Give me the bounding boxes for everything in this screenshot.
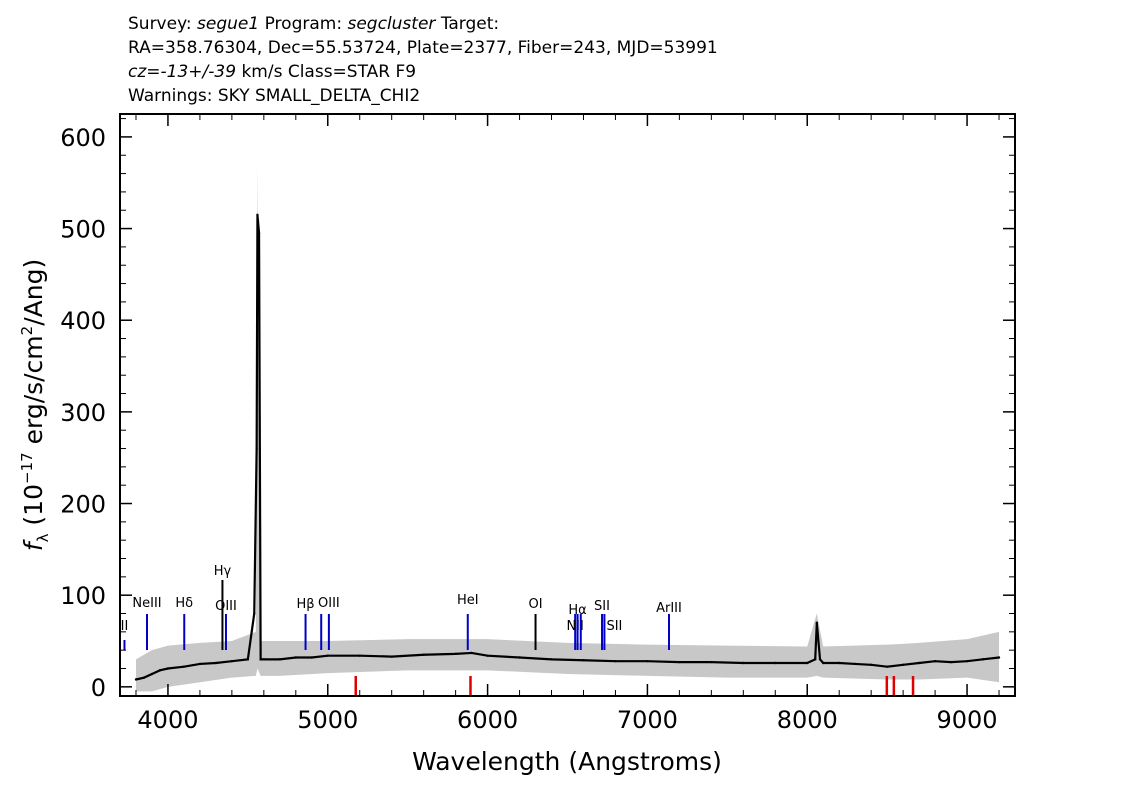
flux-point	[869, 663, 873, 667]
flux-point	[981, 658, 985, 661]
target-label: Target:	[440, 14, 500, 34]
header-line-redshift: cz=-13+/-39 km/s Class=STAR F9	[128, 62, 416, 82]
flux-point	[470, 651, 473, 655]
y-tick-label: 300	[60, 399, 106, 427]
flux-point	[997, 656, 1001, 659]
plot-frame	[119, 113, 1016, 697]
flux-point	[158, 669, 162, 672]
flux-point	[257, 231, 261, 235]
x-tick-label: 6000	[457, 706, 518, 734]
flux-point	[614, 659, 617, 663]
axes-layer: 4000 5000 6000 7000 8000 9000 0 100 200 300 400 500…	[60, 113, 1016, 734]
flux-point	[262, 658, 266, 661]
flux-point	[246, 658, 250, 661]
flux-point	[142, 676, 146, 679]
x-tick-label: 9000	[937, 706, 998, 734]
flux-point	[815, 621, 819, 624]
flux-point	[518, 656, 521, 659]
flux-point	[214, 661, 218, 665]
flux-point	[678, 660, 681, 664]
program-value: segcluster	[347, 14, 436, 34]
emission-line-label: NII	[566, 619, 583, 634]
x-tick-label: 4000	[137, 706, 198, 734]
y-tick-label: 400	[60, 307, 106, 335]
flux-point	[949, 660, 953, 664]
flux-line-layer	[134, 213, 1001, 681]
flux-point	[255, 447, 258, 450]
header-line-warnings: Warnings: SKY SMALL_DELTA_CHI2	[128, 86, 421, 106]
flux-point	[853, 662, 857, 666]
flux-point	[422, 653, 425, 656]
flux-point	[278, 658, 282, 661]
x-tick-label: 8000	[777, 706, 838, 734]
y-axis-label: fλ (10−17 erg/s/cm2/Ang)	[18, 259, 52, 551]
flux-point	[933, 659, 937, 663]
flux-point	[259, 658, 262, 661]
flux-point	[806, 661, 809, 665]
flux-point	[646, 659, 649, 663]
flux-point	[230, 659, 234, 663]
flux-point	[294, 656, 298, 659]
emission-line-label: II	[121, 619, 129, 634]
y-tick-label: 600	[60, 124, 106, 152]
header-line-survey: Survey: segue1 Program: segcluster Targe…	[128, 14, 499, 34]
flux-point	[150, 672, 154, 676]
emission-line-label: OI	[528, 597, 542, 612]
flux-point	[710, 660, 713, 664]
emission-line-label: NeIII	[132, 596, 161, 611]
flux-point	[390, 655, 393, 658]
flux-point	[358, 654, 361, 657]
class-value: km/s Class=STAR F9	[241, 62, 417, 82]
flux-point	[917, 661, 921, 665]
emission-line-label: Hδ	[175, 596, 193, 611]
flux-point	[901, 663, 905, 667]
flux-point	[310, 656, 313, 659]
flux-point	[742, 661, 745, 665]
flux-point	[256, 213, 259, 217]
flux-point	[326, 654, 329, 657]
y-tick-label: 500	[60, 216, 106, 244]
x-tick-label: 7000	[617, 706, 678, 734]
flux-point	[582, 659, 585, 662]
flux-point	[454, 652, 457, 656]
y-tick-label: 0	[91, 674, 106, 702]
flux-point	[198, 662, 202, 666]
flux-point	[182, 665, 186, 668]
cz-value: cz=-13+/-39	[128, 62, 237, 82]
emission-line-label: OIII	[318, 596, 340, 611]
x-axis-label: Wavelength (Angstroms)	[412, 747, 722, 776]
x-tick-label: 5000	[297, 706, 358, 734]
emission-line-label: HeI	[457, 593, 479, 608]
survey-value: segue1	[197, 14, 260, 34]
flux-point	[486, 654, 489, 657]
emission-line-label: OIII	[215, 599, 237, 614]
flux-point	[166, 667, 170, 670]
program-label: Program:	[264, 14, 343, 34]
emission-line-label: Hβ	[297, 597, 315, 612]
emission-line-label: Hγ	[214, 564, 232, 579]
flux-point	[837, 661, 841, 665]
y-tick-label: 100	[60, 582, 106, 610]
flux-point	[885, 665, 889, 668]
header-line-coords: RA=358.76304, Dec=55.53724, Plate=2377, …	[128, 38, 718, 58]
flux-point	[818, 658, 822, 661]
flux-point	[822, 661, 825, 665]
flux-point	[774, 661, 777, 665]
flux-point	[965, 659, 969, 663]
flux-point	[550, 658, 553, 661]
flux-point	[134, 678, 138, 681]
emission-line-label: ArIII	[656, 601, 682, 616]
emission-line-label: Hα	[568, 603, 586, 618]
y-tick-label: 200	[60, 491, 106, 519]
emission-line-label: SII	[594, 599, 610, 614]
emission-line-label: SII	[606, 619, 622, 634]
flux-point	[253, 612, 256, 615]
survey-label: Survey:	[128, 14, 192, 34]
flux-point	[814, 658, 817, 661]
